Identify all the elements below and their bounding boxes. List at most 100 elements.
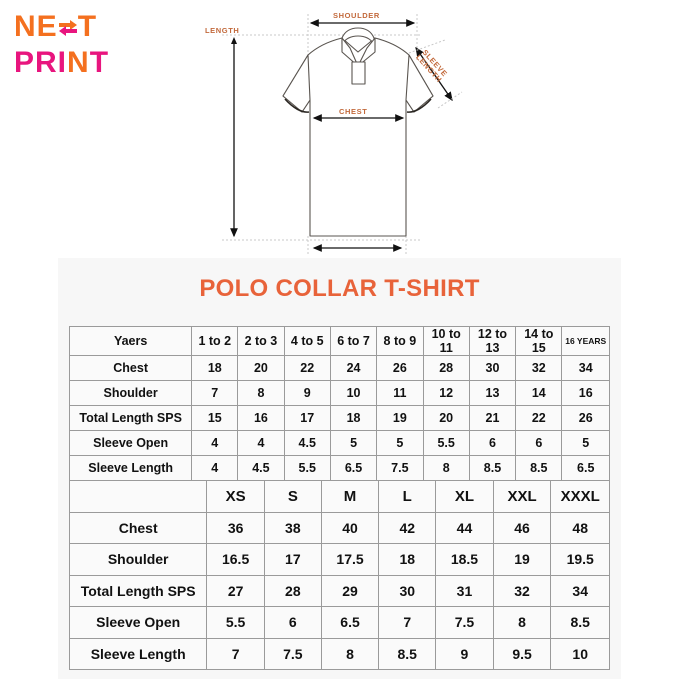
table-cell: 5 — [561, 430, 610, 456]
table-cell: 5 — [376, 430, 424, 456]
table-cell: 19 — [492, 543, 552, 576]
row-label-sleeve-open: Sleeve Open — [68, 430, 193, 456]
table-cell: 8 — [422, 455, 470, 481]
table-cell: 16 — [237, 405, 285, 431]
table-cell: 20 — [237, 355, 285, 381]
column-header-10-to-11: 10 to 11 — [422, 326, 470, 356]
label-chest: CHEST — [339, 107, 368, 116]
table-cell: 19.5 — [550, 543, 610, 576]
table-cell: 5.5 — [283, 455, 331, 481]
column-header-4-to-5: 4 to 5 — [283, 326, 331, 356]
tshirt-measurement-diagram: LENGTH SHOULDER CHEST SLEEVE LENGTH — [190, 0, 490, 258]
row-label-chest: Chest — [68, 511, 208, 544]
table-cell: 6.5 — [561, 455, 610, 481]
table-cell: 8.5 — [378, 637, 437, 670]
table-cell: 21 — [468, 405, 517, 431]
column-header-m: M — [320, 480, 380, 513]
logo-next-text: NE T — [14, 12, 184, 42]
table-cell: 16 — [561, 380, 610, 406]
logo-next-part-b: T — [77, 10, 98, 43]
table-cell: 6.5 — [320, 606, 380, 639]
table-cell: 15 — [191, 405, 239, 431]
table-cell: 9 — [283, 380, 331, 406]
table-cell: 12 — [422, 380, 470, 406]
table-cell: 28 — [422, 355, 470, 381]
table-cell: 8.5 — [550, 606, 610, 639]
column-header-2-to-3: 2 to 3 — [237, 326, 285, 356]
table-cell: 20 — [422, 405, 470, 431]
table-cell: 7 — [378, 606, 437, 639]
table-cell: 27 — [206, 574, 265, 607]
column-header-8-to-9: 8 to 9 — [376, 326, 424, 356]
row-label-total-length-sps: Total Length SPS — [68, 405, 193, 431]
table-cell: 7.5 — [435, 606, 494, 639]
table-cell: 6.5 — [329, 455, 378, 481]
table-cell: 32 — [515, 355, 563, 381]
table-cell: 4.5 — [237, 455, 285, 481]
table-cell: 5.5 — [422, 430, 470, 456]
table-cell: 9 — [435, 637, 494, 670]
table-cell: 26 — [376, 355, 424, 381]
brand-logo: NE T PRINT — [14, 12, 184, 82]
table-row: Sleeve Length 4 4.5 5.5 6.5 7.5 8 8.5 8.5 6.5 — [68, 455, 610, 481]
label-length: LENGTH — [205, 26, 240, 35]
table-cell: 4.5 — [283, 430, 331, 456]
table-cell: 11 — [376, 380, 424, 406]
table-cell: 8.5 — [515, 455, 563, 481]
column-header-14-to-15: 14 to 15 — [515, 326, 563, 356]
table-cell: 29 — [320, 574, 380, 607]
table-cell: 8.5 — [468, 455, 517, 481]
column-header-l: L — [378, 480, 437, 513]
table-cell: 44 — [435, 511, 494, 544]
row-label-sleeve-length: Sleeve Length — [68, 455, 193, 481]
column-header-12-to-13: 12 to 13 — [468, 326, 517, 356]
table-cell: 5 — [329, 430, 378, 456]
table-cell: 19 — [376, 405, 424, 431]
table-cell: 34 — [561, 355, 610, 381]
row-label-chest: Chest — [68, 355, 193, 381]
table-cell: 26 — [561, 405, 610, 431]
column-header-16-years: 16 YEARS — [561, 326, 610, 356]
column-header-xxxl: XXXL — [550, 480, 610, 513]
table-cell: 10 — [329, 380, 378, 406]
page-title: POLO COLLAR T-SHIRT — [199, 275, 480, 302]
table-cell: 48 — [550, 511, 610, 544]
table-cell: 18.5 — [435, 543, 494, 576]
column-header-xs: XS — [206, 480, 265, 513]
table-cell: 31 — [435, 574, 494, 607]
table-cell: 7 — [191, 380, 239, 406]
table-cell: 38 — [263, 511, 322, 544]
table-cell: 8 — [237, 380, 285, 406]
table-cell: 18 — [329, 405, 378, 431]
table-cell: 22 — [283, 355, 331, 381]
table-cell: 46 — [492, 511, 552, 544]
table-cell: 24 — [329, 355, 378, 381]
table-cell: 5.5 — [206, 606, 265, 639]
column-header-xxl: XXL — [492, 480, 552, 513]
table-cell: 4 — [237, 430, 285, 456]
label-shoulder: SHOULDER — [333, 11, 380, 20]
table-cell: 16.5 — [206, 543, 265, 576]
table-cell: 7 — [206, 637, 265, 670]
table-cell: 6 — [515, 430, 563, 456]
table-cell: 42 — [378, 511, 437, 544]
x-arrows-icon — [58, 17, 78, 39]
table-cell: 22 — [515, 405, 563, 431]
table-cell: 32 — [492, 574, 552, 607]
logo-print-part-n: N — [67, 46, 90, 79]
logo-next-part-a: NE — [14, 10, 58, 43]
logo-print-part-t: T — [89, 46, 110, 79]
column-header-s: S — [263, 480, 322, 513]
adult-table-body: XS S M L XL XXL XXXL Chest 36 38 40 42 44 46 48 Shoulde… — [68, 480, 610, 670]
table-cell: 10 — [550, 637, 610, 670]
table-cell: 30 — [468, 355, 517, 381]
tshirt-illustration — [222, 14, 463, 256]
table-row: Chest 18 20 22 24 26 28 30 32 34 — [68, 355, 610, 381]
table-cell: 36 — [206, 511, 265, 544]
table-cell: 8 — [320, 637, 380, 670]
table-header-row: XS S M L XL XXL XXXL — [68, 480, 610, 513]
table-cell: 18 — [378, 543, 437, 576]
